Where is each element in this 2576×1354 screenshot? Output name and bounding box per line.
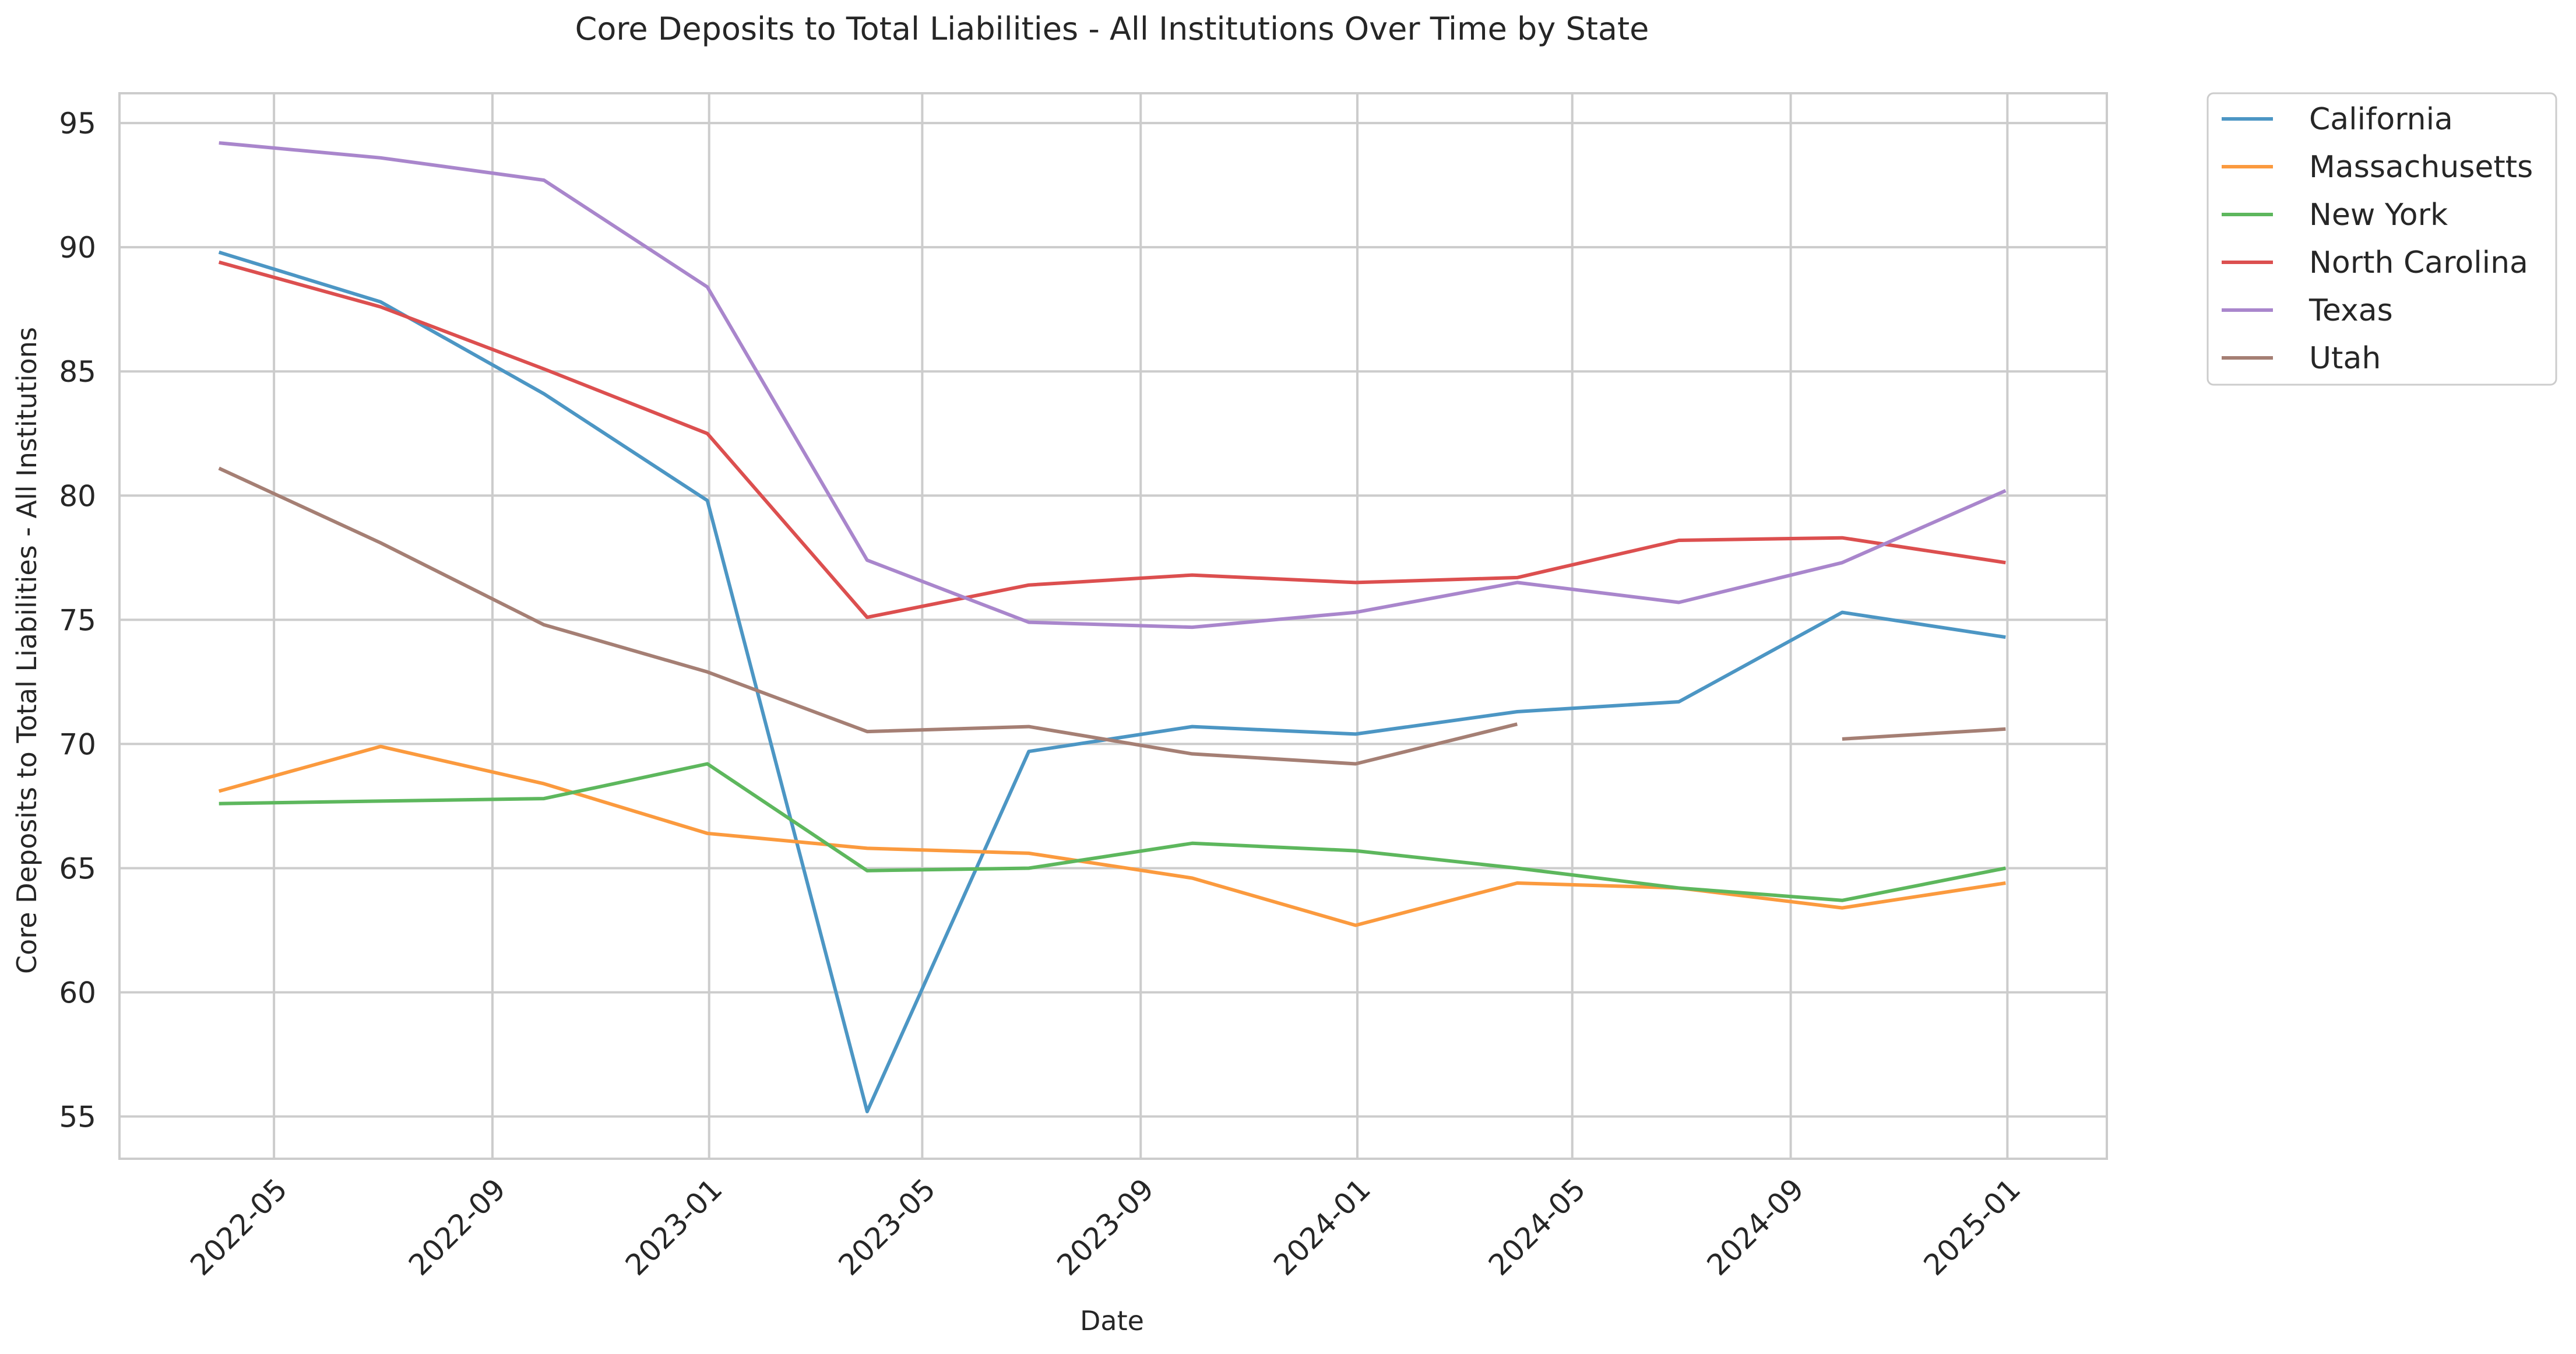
legend-label: New York — [2309, 198, 2448, 233]
series-line-north-carolina — [218, 260, 2006, 620]
x-tick-label: 2023-05 — [832, 1172, 942, 1282]
x-tick-label: 2024-09 — [1701, 1172, 1811, 1282]
series-line-utah — [218, 466, 1518, 766]
y-tick-label: 95 — [59, 107, 96, 140]
y-tick-label: 85 — [59, 355, 96, 389]
series-line-massachusetts — [218, 744, 2006, 927]
series-line-texas — [219, 141, 2007, 629]
legend-frame — [2207, 92, 2557, 386]
legend-label: Massachusetts — [2309, 150, 2533, 185]
x-axis-ticks: 2022-05 2022-09 2023-01 2023-05 2023-09 2024-… — [184, 1172, 2027, 1282]
y-axis-label: Core Deposits to Total Liabilities - All… — [11, 327, 43, 974]
x-tick-label: 2024-01 — [1267, 1172, 1377, 1282]
y-tick-label: 60 — [59, 976, 96, 1010]
x-axis-label: Date — [1080, 1305, 1144, 1337]
x-tick-label: 2024-05 — [1482, 1172, 1592, 1282]
legend-label: Utah — [2309, 341, 2381, 376]
y-axis-ticks: 55 60 65 70 75 80 85 90 95 — [59, 107, 96, 1134]
series-line-california — [218, 250, 2006, 1113]
x-tick-label: 2023-01 — [619, 1172, 729, 1282]
legend-label: North Carolina — [2309, 245, 2528, 280]
y-tick-label: 80 — [59, 479, 96, 513]
y-tick-label: 75 — [59, 603, 96, 637]
y-tick-label: 65 — [59, 852, 96, 885]
y-tick-label: 55 — [59, 1100, 96, 1134]
plot-area-frame — [118, 92, 2108, 1160]
series-line-utah — [1842, 727, 2006, 741]
y-tick-label: 70 — [59, 727, 96, 761]
legend: California Massachusetts New York North Car… — [2207, 92, 2557, 386]
series-lines — [218, 141, 2007, 1113]
y-tick-label: 90 — [59, 231, 96, 265]
x-tick-label: 2022-09 — [402, 1172, 512, 1282]
x-tick-label: 2022-05 — [184, 1172, 294, 1282]
legend-label: Texas — [2308, 293, 2393, 328]
x-tick-label: 2025-01 — [1917, 1172, 2028, 1282]
legend-label: California — [2309, 102, 2453, 137]
series-line-new-york — [219, 762, 2006, 902]
x-tick-label: 2023-09 — [1050, 1172, 1160, 1282]
chart-title: Core Deposits to Total Liabilities - All… — [575, 10, 1649, 47]
